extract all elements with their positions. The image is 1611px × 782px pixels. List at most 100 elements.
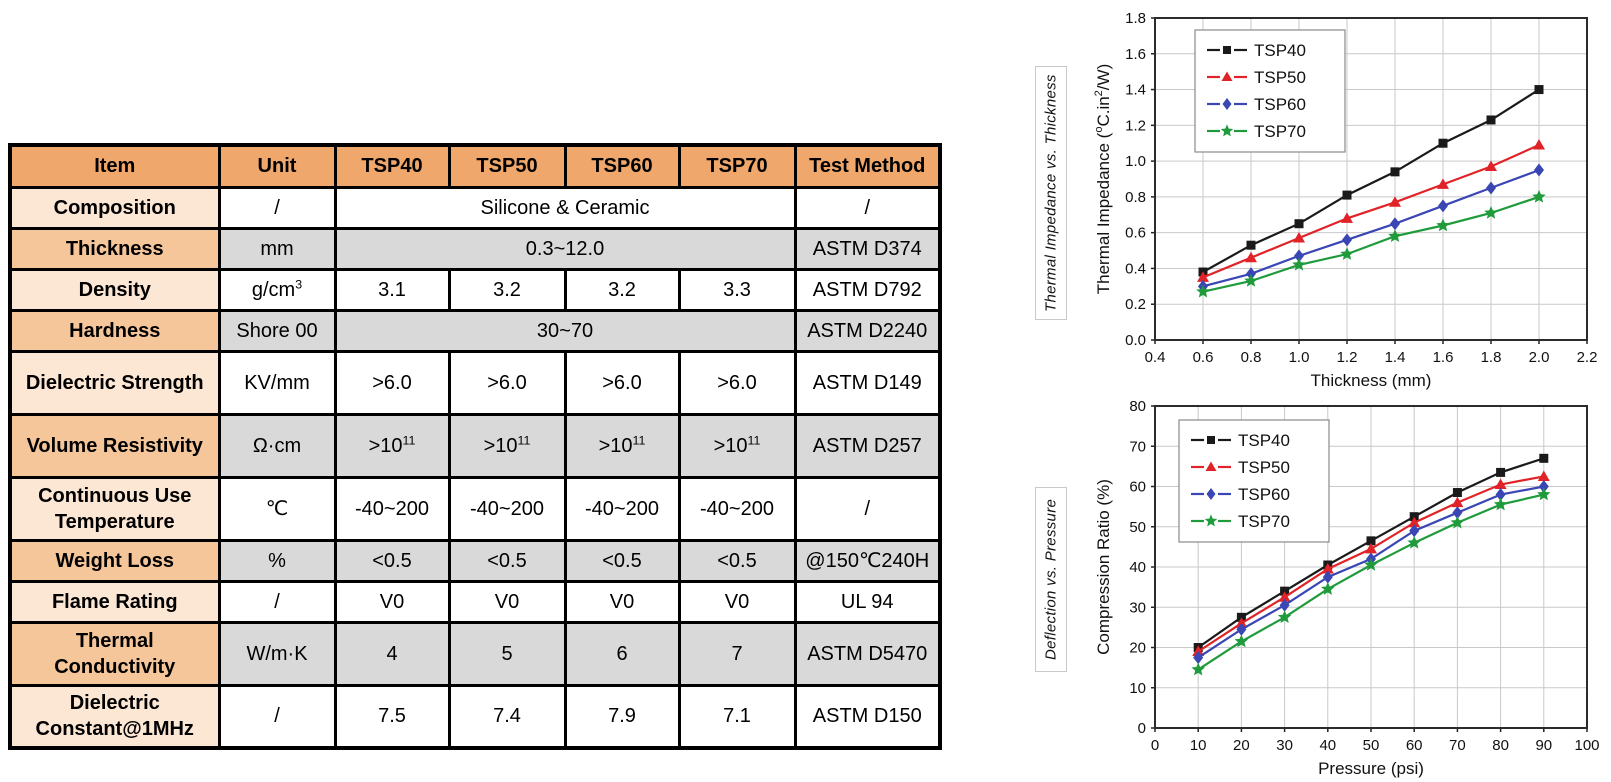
triangle-marker — [1485, 160, 1497, 171]
legend-label: TSP40 — [1254, 41, 1306, 60]
star-marker — [1277, 610, 1292, 624]
legend-label: TSP40 — [1238, 431, 1290, 450]
square-marker — [1496, 467, 1506, 477]
table-row: Dielectric Strength KV/mm >6.0 >6.0 >6.0 >6.0… — [8, 349, 942, 416]
y-tick-label: 30 — [1129, 599, 1146, 616]
item-cell: Composition — [8, 185, 221, 230]
side-label-thermal-impedance: Thermal Impedance vs. Thickness — [1035, 66, 1067, 320]
value-cell-tsp50: V0 — [447, 579, 567, 624]
y-axis-label: Thermal Impedance (oC.in2/W) — [1093, 64, 1113, 295]
triangle-marker — [1389, 196, 1401, 207]
y-tick-label: 60 — [1129, 479, 1146, 496]
table-row: Density g/cm3 3.1 3.2 3.2 3.3 ASTM D792 — [8, 267, 942, 312]
star-marker — [1191, 662, 1205, 676]
plot-border — [1154, 17, 1588, 341]
value-cell-tsp60: 3.2 — [563, 267, 681, 312]
square-marker — [1390, 167, 1400, 177]
y-tick-label: 40 — [1129, 559, 1146, 576]
value-cell-tsp60: 6 — [563, 620, 681, 687]
star-marker — [1196, 284, 1210, 298]
diamond-marker — [1206, 488, 1216, 500]
square-marker — [1280, 586, 1290, 596]
merged-value-cell: Silicone & Ceramic — [333, 185, 797, 230]
triangle-marker — [1321, 563, 1334, 574]
item-cell: Hardness — [8, 308, 221, 353]
diamond-marker — [1486, 181, 1496, 195]
column-header: Item — [8, 143, 221, 189]
triangle-marker — [1533, 139, 1545, 150]
legend-label: TSP70 — [1238, 512, 1290, 531]
y-tick-label: 20 — [1129, 640, 1146, 657]
square-marker — [1366, 536, 1376, 546]
star-marker — [1234, 634, 1249, 648]
x-tick-label: 2.2 — [1577, 349, 1598, 366]
value-cell-tsp70: 7.1 — [677, 683, 797, 750]
unit-cell: g/cm3 — [217, 267, 337, 312]
value-cell-tsp70: 7 — [677, 620, 797, 687]
item-cell: Volume Resistivity — [8, 412, 221, 479]
item-cell: Thermal Conductivity — [8, 620, 221, 687]
series-TSP60 — [1198, 163, 1544, 293]
test-method-cell: / — [793, 475, 942, 542]
x-tick-label: 50 — [1363, 737, 1380, 754]
x-tick-label: 0.6 — [1193, 349, 1214, 366]
star-marker — [1436, 218, 1450, 232]
merged-value-cell: 0.3~12.0 — [333, 226, 797, 271]
y-tick-label: 0.8 — [1125, 189, 1146, 206]
x-tick-label: 1.0 — [1289, 349, 1310, 366]
diamond-marker — [1390, 217, 1400, 231]
x-tick-label: 10 — [1190, 737, 1207, 754]
value-cell-tsp50: -40~200 — [447, 475, 567, 542]
unit-cell: mm — [217, 226, 337, 271]
square-marker — [1486, 115, 1496, 125]
square-marker — [1294, 219, 1304, 229]
value-cell-tsp60: -40~200 — [563, 475, 681, 542]
value-cell-tsp70: >1011 — [677, 412, 797, 479]
table-row: Flame Rating / V0 V0 V0 V0 UL 94 — [8, 579, 942, 624]
unit-cell: Shore 00 — [217, 308, 337, 353]
triangle-marker — [1341, 212, 1353, 223]
column-header: TSP50 — [447, 143, 567, 189]
x-tick-label: 30 — [1276, 737, 1293, 754]
value-cell-tsp70: -40~200 — [677, 475, 797, 542]
value-cell-tsp60: <0.5 — [563, 538, 681, 583]
star-marker — [1532, 189, 1546, 203]
unit-cell: / — [217, 185, 337, 230]
x-tick-label: 0.8 — [1241, 349, 1262, 366]
value-cell-tsp40: 7.5 — [333, 683, 451, 750]
unit-cell: % — [217, 538, 337, 583]
y-tick-label: 0.6 — [1125, 225, 1146, 242]
star-marker — [1340, 247, 1354, 260]
legend-label: TSP50 — [1254, 68, 1306, 87]
star-marker — [1484, 205, 1498, 219]
y-tick-label: 70 — [1129, 438, 1146, 455]
diamond-marker — [1438, 199, 1448, 213]
legend: TSP40 TSP50 TSP60 TSP70 — [1178, 419, 1330, 543]
triangle-marker — [1197, 271, 1209, 282]
legend-label: TSP50 — [1238, 458, 1290, 477]
unit-cell: KV/mm — [217, 349, 337, 416]
merged-value-cell: 30~70 — [333, 308, 797, 353]
diamond-marker — [1246, 267, 1256, 281]
x-tick-label: 40 — [1319, 737, 1336, 754]
table-row: Hardness Shore 00 30~70 ASTM D2240 — [8, 308, 942, 353]
unit-cell: ℃ — [217, 475, 337, 542]
test-method-cell: UL 94 — [793, 579, 942, 624]
table-header-row: Item Unit TSP40 TSP50 TSP60 TSP70 Test Method — [8, 143, 942, 189]
side-label-deflection: Deflection vs. Pressure — [1035, 487, 1067, 672]
diamond-marker — [1534, 163, 1544, 177]
triangle-marker — [1293, 232, 1305, 243]
value-cell-tsp40: 3.1 — [333, 267, 451, 312]
column-header: TSP70 — [677, 143, 797, 189]
x-tick-label: 80 — [1492, 737, 1509, 754]
value-cell-tsp40: >6.0 — [333, 349, 451, 416]
diamond-marker — [1495, 488, 1506, 502]
diamond-marker — [1409, 524, 1420, 538]
plot-border — [1154, 405, 1588, 729]
table-row: Thermal Conductivity W/m·K 4 5 6 7 ASTM D5470 — [8, 620, 942, 687]
diamond-marker — [1279, 598, 1290, 612]
diamond-marker — [1538, 480, 1549, 493]
diamond-marker — [1322, 570, 1333, 584]
diamond-marker — [1294, 249, 1304, 263]
